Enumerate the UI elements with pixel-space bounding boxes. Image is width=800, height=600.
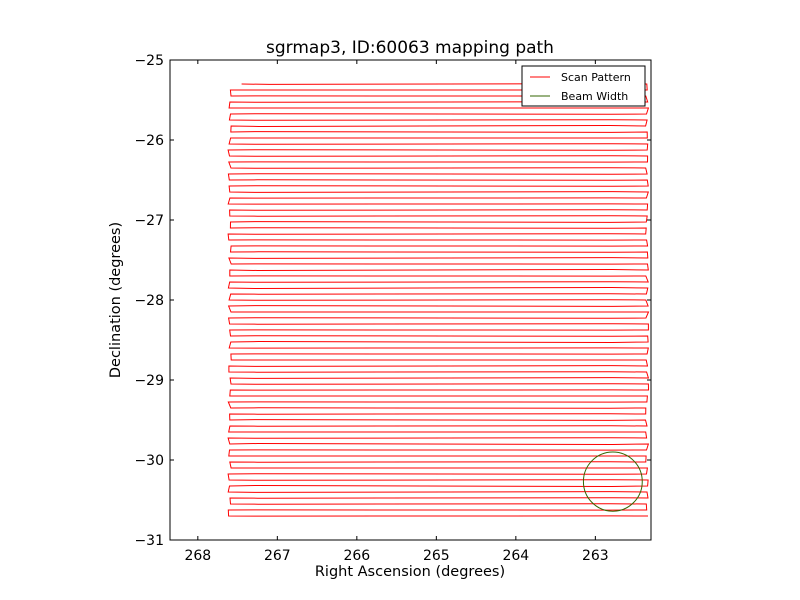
plot-area-series [227, 83, 650, 517]
scan-pattern-line [227, 83, 650, 517]
x-tick-label: 264 [502, 548, 529, 564]
y-axis: −25 −26 −27 −28 −29 −30 −31 [134, 53, 651, 549]
y-tick-label: −28 [134, 293, 164, 309]
beam-width-circle [582, 451, 643, 512]
y-tick-label: −29 [134, 373, 164, 389]
x-tick-label: 268 [184, 548, 211, 564]
x-tick-label: 263 [582, 548, 609, 564]
y-tick-label: −27 [134, 213, 164, 229]
y-tick-label: −26 [134, 133, 164, 149]
y-tick-label: −25 [134, 53, 164, 69]
legend-label: Scan Pattern [561, 71, 631, 84]
legend: Scan Pattern Beam Width [521, 65, 646, 107]
legend-box [521, 65, 646, 107]
y-axis-label: Declination (degrees) [108, 222, 124, 378]
x-tick-label: 267 [264, 548, 291, 564]
y-tick-label: −30 [134, 453, 164, 469]
chart-title: sgrmap3, ID:60063 mapping path [266, 38, 554, 58]
legend-label: Beam Width [561, 90, 628, 103]
x-tick-label: 265 [423, 548, 450, 564]
x-axis-label: Right Ascension (degrees) [315, 564, 505, 580]
x-tick-label: 266 [343, 548, 370, 564]
x-axis: 268 267 266 265 264 263 [184, 60, 609, 564]
y-tick-label: −31 [134, 533, 164, 549]
